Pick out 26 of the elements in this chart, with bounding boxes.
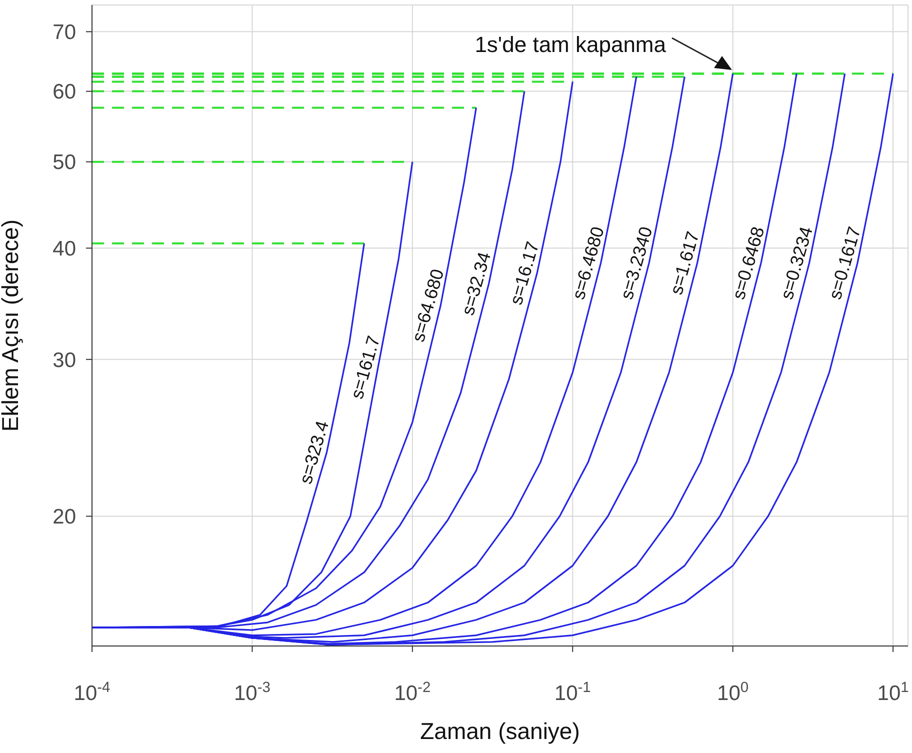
- x-tick-label: 10$^{-4}$: [74, 680, 110, 705]
- y-axis-title: Eklem Açısı (derece): [0, 219, 24, 432]
- text: s=0.6468: [728, 224, 768, 302]
- x-tick-label: 10$^{-1}$: [554, 680, 591, 705]
- y-tick-label: 20: [52, 506, 76, 529]
- y-tick-label: 40: [52, 237, 76, 260]
- y-tick-label: 50: [52, 151, 76, 174]
- text: s=161.7: [346, 334, 384, 402]
- text: s=0.1617: [824, 224, 865, 302]
- x-tick-label: 10$^{-3}$: [234, 680, 270, 705]
- y-tick-label: 70: [52, 21, 76, 44]
- text: s=16.17: [506, 239, 543, 307]
- text: s=32.34: [458, 250, 495, 318]
- text: s=0.3234: [776, 224, 816, 302]
- text: s=3.2340: [616, 224, 656, 302]
- x-tick-label: 10$^{-2}$: [394, 680, 431, 705]
- text: s=323.4: [296, 418, 333, 486]
- x-tick-label: 10$^{0}$: [717, 680, 749, 705]
- text: s=6.4680: [568, 224, 608, 302]
- y-tick-label: 30: [52, 348, 76, 372]
- x-tick-label: 10$^{1}$: [877, 680, 909, 705]
- annotation: 1s'de tam kapanma: [474, 32, 667, 57]
- text: s=64.680: [408, 266, 448, 344]
- y-tick-label: 60: [52, 80, 76, 104]
- x-axis-title: Zaman (saniye): [420, 718, 580, 744]
- text: s=1.617: [666, 229, 704, 297]
